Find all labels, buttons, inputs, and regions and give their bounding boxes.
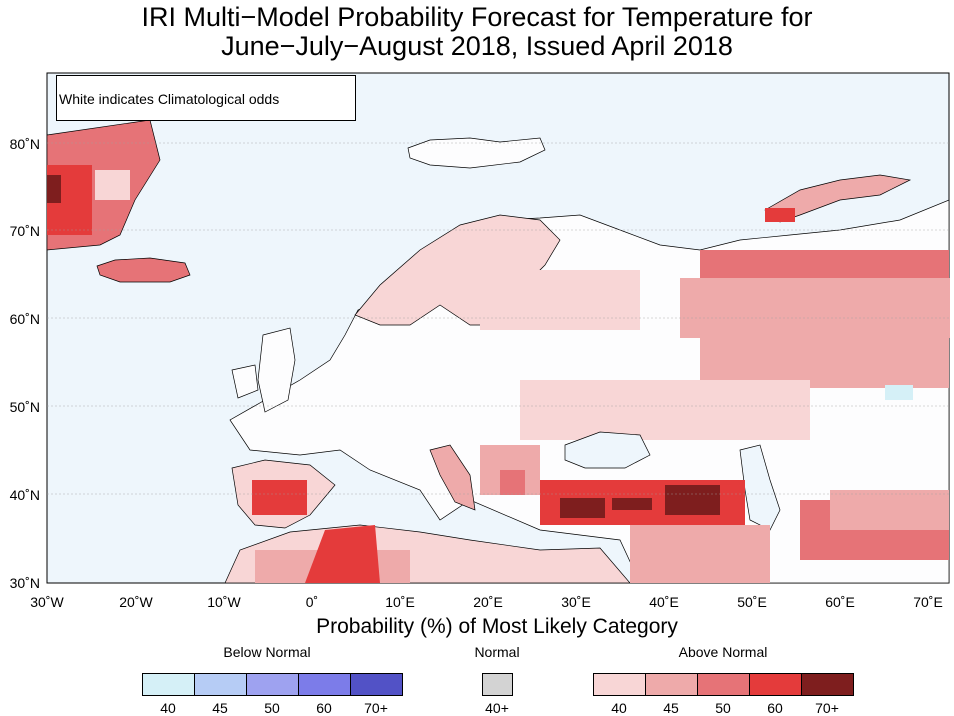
lon-label: 10˚W (207, 594, 241, 610)
british-isles (257, 327, 296, 413)
lat-label: 60˚N (9, 311, 40, 327)
above-legend-swatch (593, 673, 646, 696)
normal-label: Normal (474, 644, 520, 660)
lat-label: 50˚N (9, 399, 40, 415)
lon-label: 60˚E (825, 594, 855, 610)
above-legend-tick-label: 60 (767, 700, 783, 716)
lon-label: 30˚W (30, 594, 64, 610)
above-normal-label: Above Normal (678, 644, 768, 660)
greenland-region (46, 119, 161, 251)
black-sea (564, 431, 651, 469)
lat-label: 40˚N (9, 487, 40, 503)
lat-label: 80˚N (9, 136, 40, 152)
normal-legend-tick-label: 40+ (485, 700, 509, 716)
above-legend-tick-label: 45 (663, 700, 679, 716)
climatology-note: White indicates Climatological odds (56, 75, 356, 121)
lon-label: 50˚E (737, 594, 767, 610)
ireland (231, 364, 259, 399)
lat-label: 30˚N (9, 575, 40, 591)
lon-label: 0˚ (305, 594, 319, 610)
above-legend-tick-label: 50 (715, 700, 731, 716)
lon-label: 40˚E (649, 594, 679, 610)
iceland-region (96, 257, 191, 283)
forecast-map (46, 72, 950, 584)
above-legend-tick-label: 40 (611, 700, 627, 716)
below-legend-swatch (142, 673, 195, 696)
above-legend-tick-label: 70+ (815, 700, 839, 716)
lon-label: 20˚E (473, 594, 503, 610)
lon-label: 70˚E (913, 594, 943, 610)
below-normal-patch (885, 385, 913, 400)
below-legend-swatch (194, 673, 247, 696)
lat-label: 70˚N (9, 223, 40, 239)
above-legend-swatch (645, 673, 698, 696)
lon-label: 10˚E (385, 594, 415, 610)
below-legend-tick-label: 40 (160, 700, 176, 716)
below-legend-tick-label: 45 (212, 700, 228, 716)
above-legend-swatch (749, 673, 802, 696)
map-title-line-2: June−July−August 2018, Issued April 2018 (221, 31, 733, 61)
below-legend-swatch (350, 673, 403, 696)
below-legend-tick-label: 50 (264, 700, 280, 716)
above-legend-swatch (697, 673, 750, 696)
below-legend-tick-label: 70+ (364, 700, 388, 716)
map-title-line-1: IRI Multi−Model Probability Forecast for… (141, 2, 813, 32)
lon-label: 30˚E (561, 594, 591, 610)
normal-legend-swatch (482, 673, 513, 696)
below-legend-swatch (298, 673, 351, 696)
italy (429, 444, 476, 511)
lon-label: 20˚W (119, 594, 153, 610)
below-legend-swatch (246, 673, 299, 696)
above-legend-swatch (801, 673, 854, 696)
caspian-sea (739, 444, 781, 531)
below-legend-tick-label: 60 (316, 700, 332, 716)
svalbard-region (407, 137, 546, 169)
below-normal-label: Below Normal (223, 644, 311, 660)
anatolia-region (540, 480, 745, 525)
legend-title: Probability (%) of Most Likely Category (316, 615, 678, 638)
